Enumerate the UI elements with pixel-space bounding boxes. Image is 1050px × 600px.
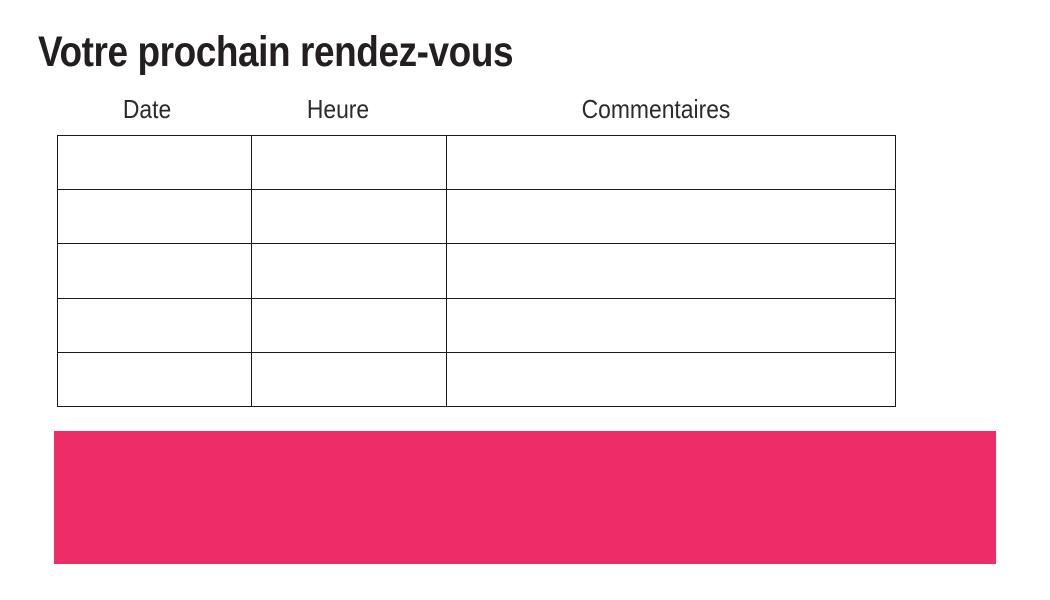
appointments-table [57, 134, 896, 408]
table-column-headers: Date Heure Commentaires [0, 94, 1050, 126]
cell-commentaires [446, 351, 896, 408]
cell-heure [251, 189, 447, 245]
cell-heure [251, 297, 447, 353]
accent-banner [54, 431, 996, 564]
cell-heure [251, 243, 447, 299]
table-row [57, 243, 896, 299]
table-row [57, 134, 896, 191]
table-row [57, 297, 896, 353]
cell-commentaires [446, 297, 896, 353]
cell-heure [251, 134, 447, 191]
cell-date [57, 243, 252, 299]
cell-date [57, 351, 252, 408]
page-title: Votre prochain rendez-vous [38, 28, 590, 77]
table-row [57, 351, 896, 408]
cell-commentaires [446, 134, 896, 191]
column-header-commentaires: Commentaires [581, 94, 731, 124]
cell-date [57, 189, 252, 245]
table-row [57, 189, 896, 245]
column-header-heure: Heure [306, 94, 370, 124]
page-title-text: Votre prochain rendez-vous [38, 28, 514, 76]
column-header-date: Date [122, 94, 172, 124]
cell-date [57, 134, 252, 191]
cell-commentaires [446, 189, 896, 245]
cell-date [57, 297, 252, 353]
cell-commentaires [446, 243, 896, 299]
cell-heure [251, 351, 447, 408]
